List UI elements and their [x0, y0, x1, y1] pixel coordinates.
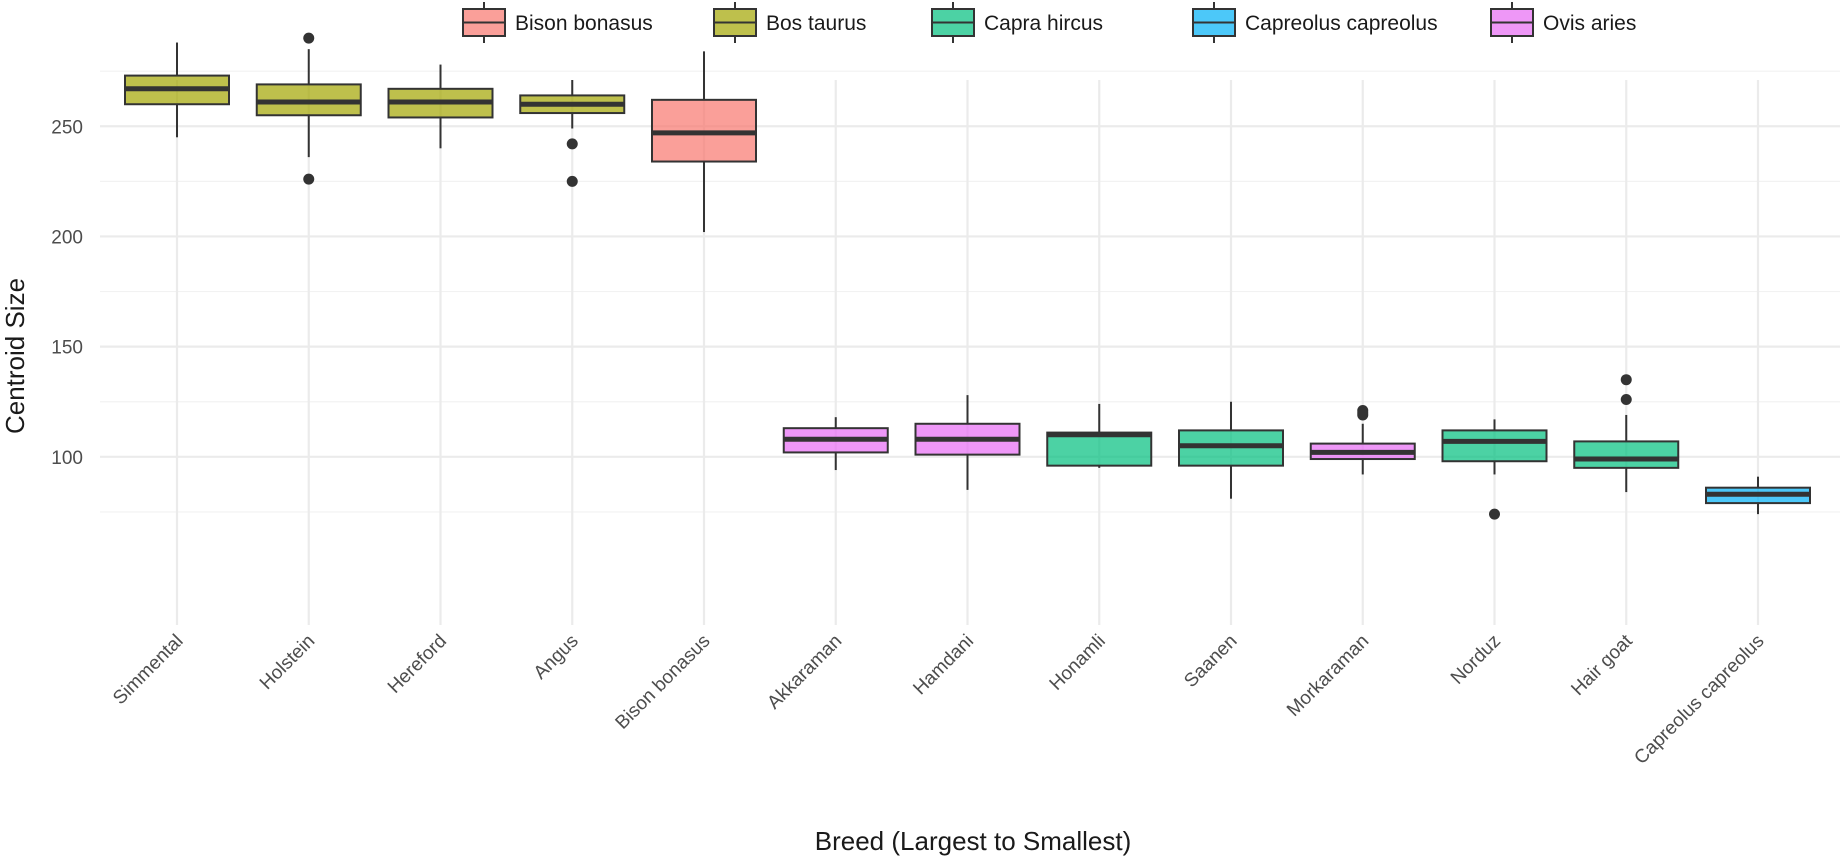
legend-item: Ovis aries	[1490, 2, 1636, 43]
x-tick-label: Angus	[530, 631, 583, 684]
legend-label: Ovis aries	[1543, 12, 1636, 35]
outlier-point	[1357, 407, 1369, 419]
outlier-point	[566, 138, 578, 150]
box-akkaraman	[782, 417, 889, 471]
legend-label: Capreolus capreolus	[1245, 12, 1438, 35]
x-tick-label: Capreolus capreolus	[1630, 631, 1768, 769]
legend-label: Bos taurus	[766, 12, 866, 35]
outlier-point	[566, 175, 578, 187]
x-tick-label: Saanen	[1180, 631, 1241, 692]
box-hamdani	[914, 395, 1021, 490]
outlier-point	[303, 173, 315, 185]
y-tick-label: 250	[51, 117, 83, 138]
grid	[100, 70, 1840, 625]
x-axis-title: Breed (Largest to Smallest)	[815, 826, 1131, 856]
box-hereford	[387, 64, 494, 149]
box-holstein	[255, 32, 362, 185]
box-body	[1573, 440, 1680, 469]
box-honamli	[1046, 403, 1153, 468]
box-simmental	[124, 42, 230, 138]
legend-item: Bison bonasus	[462, 2, 653, 43]
legend: Bison bonasus Bos taurus Capra hircus Capre…	[462, 2, 1636, 43]
x-tick-label: Simmental	[109, 631, 187, 709]
legend-item: Bos taurus	[713, 2, 866, 43]
legend-label: Bison bonasus	[515, 12, 653, 35]
legend-label: Capra hircus	[984, 12, 1103, 35]
x-tick-label: Hamdani	[909, 631, 978, 700]
box-angus	[519, 79, 626, 187]
y-tick-label: 200	[51, 227, 83, 248]
x-tick-label: Honamli	[1046, 631, 1110, 695]
outlier-point	[1620, 374, 1632, 386]
x-tick-label: Akkaraman	[763, 631, 846, 714]
legend-item: Capreolus capreolus	[1192, 2, 1438, 43]
outlier-point	[303, 32, 315, 44]
y-axis-title: Centroid Size	[0, 278, 30, 434]
outlier-point	[1489, 508, 1500, 520]
box-saanen	[1178, 401, 1284, 499]
box-morkaraman	[1309, 405, 1416, 475]
x-tick-label: Hereford	[384, 631, 451, 698]
legend-item: Capra hircus	[931, 2, 1103, 43]
box-hair-goat	[1573, 374, 1680, 493]
x-tick-label: Norduz	[1447, 631, 1505, 689]
x-tick-label: Bison bonasus	[612, 631, 715, 734]
box-capreolus-capreolus	[1705, 476, 1811, 515]
box-body	[1046, 431, 1153, 467]
y-tick-label: 100	[51, 448, 83, 469]
y-tick-label: 150	[51, 338, 83, 359]
x-tick-label: Morkaraman	[1283, 631, 1373, 721]
box-bison-bonasus	[651, 51, 757, 233]
box-body	[1441, 429, 1548, 463]
x-tick-label: Holstein	[256, 631, 319, 694]
x-axis-ticks: Simmental Holstein Hereford Angus Bison bona…	[109, 630, 1768, 769]
x-tick-label: Hair goat	[1567, 630, 1637, 700]
y-axis-ticks: 100 150 200 250	[51, 117, 83, 469]
box-norduz	[1441, 419, 1548, 520]
boxes	[124, 32, 1811, 520]
outlier-point	[1620, 394, 1632, 406]
